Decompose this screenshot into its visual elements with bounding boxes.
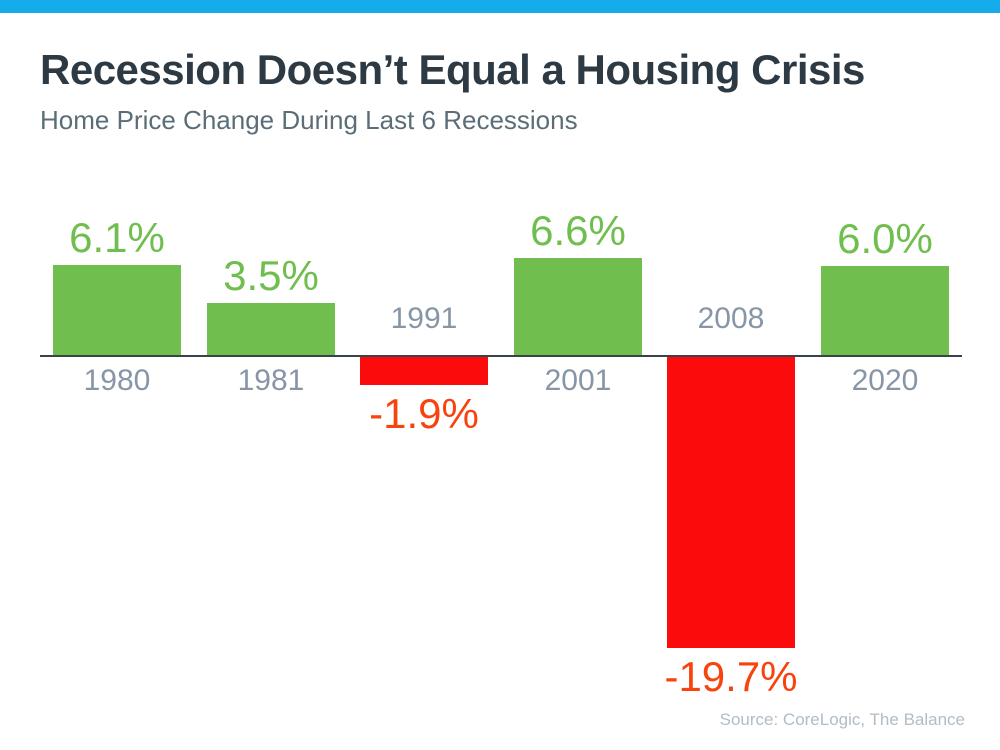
source-credit: Source: CoreLogic, The Balance — [719, 710, 965, 729]
bar-2001 — [514, 258, 642, 355]
year-label-1991: 1991 — [390, 302, 458, 335]
value-label-1981: 3.5% — [223, 252, 319, 299]
year-label-2020: 2020 — [851, 364, 919, 397]
year-label-1981: 1981 — [237, 364, 305, 397]
value-label-2020: 6.0% — [837, 215, 933, 262]
year-label-2008: 2008 — [697, 302, 765, 335]
bar-1980 — [53, 265, 181, 355]
year-label-1980: 1980 — [83, 364, 151, 397]
zero-baseline — [40, 355, 962, 357]
chart-subtitle: Home Price Change During Last 6 Recessio… — [40, 105, 578, 135]
value-label-1991: -1.9% — [369, 390, 479, 437]
bar-1991 — [360, 357, 488, 385]
bar-1981 — [207, 303, 335, 355]
value-label-2008: -19.7% — [664, 653, 798, 700]
value-label-2001: 6.6% — [530, 207, 626, 254]
top-accent-bar — [0, 0, 1000, 13]
chart-title: Recession Doesn’t Equal a Housing Crisis — [40, 46, 865, 93]
year-label-2001: 2001 — [544, 364, 612, 397]
bar-2020 — [821, 266, 949, 355]
value-label-1980: 6.1% — [69, 214, 165, 261]
bar-2008 — [667, 357, 795, 648]
